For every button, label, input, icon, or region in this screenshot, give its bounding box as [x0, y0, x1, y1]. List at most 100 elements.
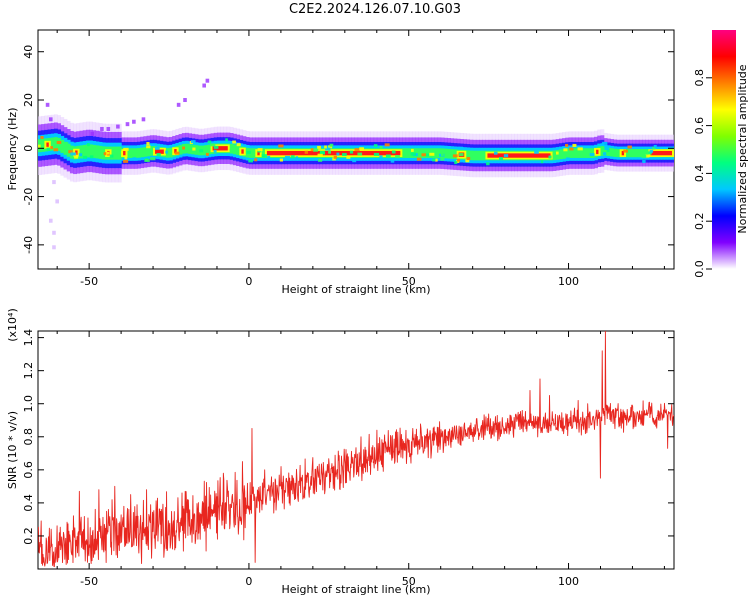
heatmap-band-cell — [188, 144, 193, 154]
heatmap-band-cell — [204, 145, 208, 155]
heatmap-band-cell — [405, 148, 410, 158]
heatmap-speckle — [317, 145, 321, 149]
heatmap-peak-cell — [174, 149, 177, 154]
heatmap-stray-point — [48, 218, 53, 223]
heatmap-stray-point — [141, 117, 146, 122]
heatmap-stray-point — [52, 230, 56, 235]
heatmap-band-cell — [63, 141, 68, 155]
heatmap-speckle — [333, 155, 337, 159]
heatmap-speckle — [165, 150, 168, 154]
heatmap-speckle — [602, 152, 607, 156]
heatmap-speckle — [410, 152, 417, 156]
colorbar-label: Normalized spectral amplitude — [736, 64, 749, 233]
heatmap-band-cell — [130, 148, 135, 158]
heatmap-band-cell — [127, 148, 132, 158]
heatmap-band-cell — [169, 147, 173, 158]
heatmap-speckle — [284, 155, 291, 159]
heatmap-speckle — [154, 146, 160, 150]
heatmap-band-cell — [117, 146, 122, 160]
colorbar: 0.0 0.2 0.4 0.6 0.8 Normalized spectral ampl… — [693, 30, 749, 278]
heatmap-speckle — [641, 154, 647, 158]
heatmap-speckle — [132, 157, 137, 161]
snr-series — [38, 331, 674, 568]
heatmap-band-cell — [635, 149, 640, 158]
heatmap-speckle — [304, 150, 308, 154]
heatmap-speckle — [229, 148, 235, 152]
heatmap-speckle — [465, 159, 470, 163]
heatmap-speckle — [429, 152, 435, 156]
heatmap-peak-cell — [46, 142, 49, 147]
heatmap-band-cell — [418, 148, 423, 158]
heatmap-band-cell — [581, 148, 586, 158]
heatmap-speckle — [652, 146, 656, 150]
x-tick-label: -50 — [80, 275, 98, 288]
colorbar-tick-label: 0.2 — [693, 212, 706, 230]
heatmap-peak-cell — [257, 150, 260, 156]
heatmap-speckle — [416, 157, 422, 161]
heatmap-speckle — [40, 135, 44, 139]
heatmap-speckle — [103, 152, 107, 156]
heatmap-speckle — [342, 153, 347, 157]
heatmap-speckle — [89, 155, 94, 159]
heatmap-band-cell — [248, 148, 253, 158]
heatmap-peak-cell — [621, 150, 625, 156]
heatmap-peak-cell — [212, 146, 228, 151]
snr-panel: -50 0 50 100 0.2 0.4 0.6 0.8 1.0 1.2 1.4 Height o… — [6, 308, 675, 596]
heatmap-band-cell — [479, 150, 483, 161]
heatmap-peak-cell — [266, 150, 401, 156]
x-tick-label: 100 — [558, 275, 579, 288]
heatmap-band-cell — [261, 148, 266, 158]
heatmap-speckle — [548, 155, 552, 159]
heatmap-speckle — [319, 150, 325, 154]
heatmap-band-cell — [578, 148, 582, 158]
heatmap-speckle — [254, 158, 258, 162]
heatmap-band-cell — [469, 150, 474, 161]
heatmap-speckle — [569, 147, 574, 151]
heatmap-band-cell — [137, 148, 141, 158]
colorbar-ticks: 0.0 0.2 0.4 0.6 0.8 — [693, 69, 712, 278]
chart-title: C2E2.2024.126.07.10.G03 — [288, 2, 462, 17]
heatmap-speckle — [213, 149, 217, 153]
heatmap-band-cell — [53, 137, 58, 151]
heatmap-speckle — [384, 143, 390, 147]
heatmap-speckle — [556, 151, 559, 155]
heatmap-speckle — [373, 152, 380, 156]
heatmap-speckle — [68, 150, 73, 154]
heatmap-speckle — [146, 142, 150, 146]
heatmap-speckle — [395, 155, 400, 159]
heatmap-speckle — [359, 147, 365, 151]
heatmap-speckle — [391, 150, 396, 154]
heatmap-speckle — [46, 147, 51, 151]
snr-y-multiplier: (x10⁴) — [6, 308, 19, 342]
heatmap-speckle — [87, 143, 90, 147]
heatmap-speckle — [329, 143, 334, 147]
snr-x-axis: -50 0 50 100 — [56, 331, 665, 588]
x-tick-label: -50 — [80, 575, 98, 588]
heatmap-speckle — [332, 157, 336, 161]
heatmap-speckle — [390, 159, 395, 163]
heatmap-speckle — [642, 160, 646, 164]
x-tick-label: 100 — [558, 575, 579, 588]
heatmap-band-cell — [194, 145, 199, 155]
heatmap-peak-cell — [155, 149, 164, 154]
heatmap-speckle — [246, 150, 251, 154]
heatmap-speckle — [623, 149, 628, 153]
heatmap-speckle — [602, 141, 608, 145]
heatmap-speckle — [440, 157, 445, 161]
heatmap-speckle — [109, 154, 114, 158]
heatmap-speckle — [379, 146, 383, 150]
heatmap-speckle — [410, 148, 414, 152]
heatmap-band-cell — [552, 150, 557, 161]
heatmap-band-cell — [146, 146, 151, 157]
heatmap-speckle — [328, 150, 331, 154]
heatmap-band-cell — [562, 149, 566, 159]
heatmap-speckle — [457, 146, 463, 150]
heatmap-speckle — [540, 160, 544, 164]
heatmap-speckle — [257, 148, 263, 152]
heatmap-band-cell — [558, 149, 563, 160]
heatmap-speckle — [457, 158, 461, 162]
heatmap-speckle — [352, 159, 357, 163]
heatmap-speckle — [373, 144, 378, 148]
y-tick-label: -20 — [22, 188, 35, 206]
heatmap-band-cell — [587, 148, 592, 158]
